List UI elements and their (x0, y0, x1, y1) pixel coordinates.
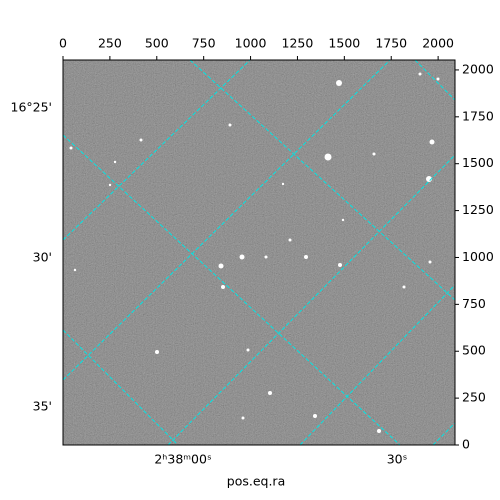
y-tick-label: 250 (462, 390, 486, 405)
y-tick-label: 0 (462, 437, 470, 452)
y-tick-label: 1750 (462, 108, 494, 123)
x-tick-label: 750 (192, 36, 216, 51)
plot-frame (62, 59, 456, 446)
x-tick-label: 2000 (422, 36, 454, 51)
y-tick-label: 1250 (462, 202, 494, 217)
dec-tick-label: 35' (33, 399, 52, 414)
y-tick-label: 1000 (462, 249, 494, 264)
x-tick-label: 0 (59, 36, 67, 51)
x-tick-label: 500 (145, 36, 169, 51)
wcs-grid (63, 60, 455, 445)
x-tick-label: 1750 (375, 36, 407, 51)
dec-tick-label: 30' (33, 250, 52, 265)
ra-tick-label: 2ʰ38ᵐ00ˢ (154, 452, 211, 467)
x-tick-label: 1250 (282, 36, 314, 51)
x-tick-label: 1000 (235, 36, 267, 51)
x-axis-label: pos.eq.ra (227, 474, 285, 489)
x-tick-label: 250 (98, 36, 122, 51)
y-tick-label: 500 (462, 343, 486, 358)
y-tick-label: 1500 (462, 155, 494, 170)
dec-tick-label: 16°25' (11, 100, 53, 115)
y-tick-label: 750 (462, 296, 486, 311)
stars (69, 72, 440, 433)
image-noise (63, 60, 455, 445)
ra-tick-label: 30ˢ (387, 452, 408, 467)
y-tick-label: 2000 (462, 61, 494, 76)
x-tick-label: 1500 (328, 36, 360, 51)
